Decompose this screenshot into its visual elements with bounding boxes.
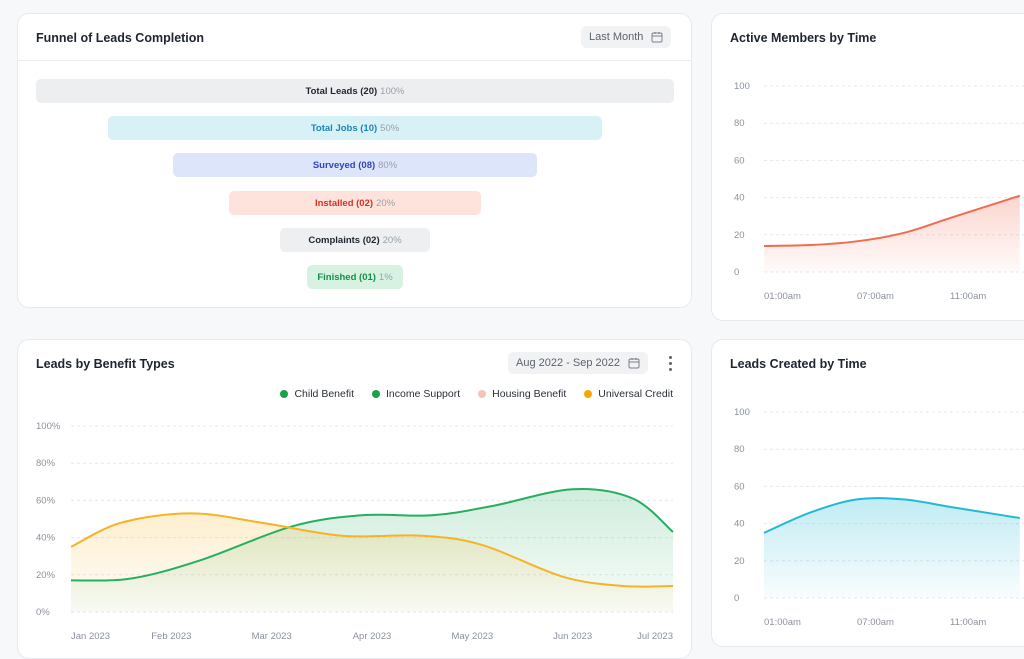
x-tick-label: Mar 2023 xyxy=(252,631,292,642)
funnel-bar-name: Total Leads (20) xyxy=(305,85,378,97)
calendar-icon xyxy=(651,32,663,43)
x-tick-label: May 2023 xyxy=(451,631,493,642)
x-tick-label: Jun 2023 xyxy=(553,631,592,642)
x-tick-label: Feb 2023 xyxy=(151,631,191,642)
legend-dot xyxy=(584,390,593,398)
y-tick-label: 60 xyxy=(734,155,745,166)
funnel-bar-pct: 20% xyxy=(382,234,402,246)
y-tick-label: 20 xyxy=(734,230,745,241)
funnel-bar-pct: 80% xyxy=(378,159,398,171)
y-tick-label: 0 xyxy=(734,593,739,604)
y-tick-label: 40 xyxy=(734,193,745,204)
y-tick-label: 80% xyxy=(36,458,56,469)
y-tick-label: 20% xyxy=(36,570,56,581)
legend-dot xyxy=(478,390,487,398)
y-tick-label: 60 xyxy=(734,481,745,492)
leads-created-title: Leads Created by Time xyxy=(730,357,867,371)
leads-benefit-date-filter-label: Aug 2022 - Sep 2022 xyxy=(516,357,620,369)
funnel-bar-name: Total Jobs (10) xyxy=(310,122,378,134)
x-tick-label: 07:00am xyxy=(857,291,894,302)
x-tick-label: 11:00am xyxy=(950,291,986,302)
funnel-date-filter-label: Last Month xyxy=(589,31,644,43)
funnel-bar-name: Complaints (02) xyxy=(308,234,380,246)
funnel-bar-total-leads[interactable]: Total Leads (20) 100% xyxy=(36,79,674,103)
series-line xyxy=(763,194,1021,247)
x-tick-label: 11:00am xyxy=(950,617,986,628)
funnel-card: Funnel of Leads Completion Last Month To… xyxy=(17,13,692,308)
legend-label: Income Support xyxy=(386,388,461,400)
legend-label: Housing Benefit xyxy=(492,388,567,400)
legend-item-housing-benefit[interactable]: Housing Benefit xyxy=(478,388,566,400)
y-tick-label: 100 xyxy=(734,407,750,418)
y-tick-label: 100 xyxy=(734,81,750,92)
legend-item-universal-credit[interactable]: Universal Credit xyxy=(584,388,673,400)
y-tick-label: 60% xyxy=(36,495,56,506)
y-tick-label: 100% xyxy=(36,421,61,432)
legend-label: Universal Credit xyxy=(598,388,673,400)
calendar-icon xyxy=(628,358,640,369)
leads-benefit-date-filter[interactable]: Aug 2022 - Sep 2022 xyxy=(508,352,648,374)
funnel-bar-total-jobs[interactable]: Total Jobs (10) 50% xyxy=(108,116,602,140)
funnel-bar-installed[interactable]: Installed (02) 20% xyxy=(229,191,481,215)
funnel-bar-pct: 1% xyxy=(378,271,393,283)
x-tick-label: 01:00am xyxy=(764,617,801,628)
funnel-bar-surveyed[interactable]: Surveyed (08) 80% xyxy=(173,153,537,177)
funnel-bar-finished[interactable]: Finished (01) 1% xyxy=(307,265,403,289)
funnel-bar-pct: 20% xyxy=(376,197,396,209)
leads-created-card: Leads Created by Time 100 80 60 40 20 0 01:00a… xyxy=(711,339,1024,647)
funnel-title: Funnel of Leads Completion xyxy=(36,31,205,45)
legend-item-income-support[interactable]: Income Support xyxy=(372,388,460,400)
active-members-card: Active Members by Time 100 80 60 40 20 0 01:00… xyxy=(711,13,1024,321)
x-tick-label: Apr 2023 xyxy=(353,631,392,642)
active-members-chart: 100 80 60 40 20 0 01:00am 07:00am 11:00am xyxy=(734,81,1024,302)
area-fill xyxy=(71,513,673,612)
leads-benefit-card: Leads by Benefit Types Aug 2022 - Sep 20… xyxy=(17,339,692,659)
legend-dot xyxy=(372,390,381,398)
y-tick-label: 40% xyxy=(36,533,56,544)
funnel-bar-pct: 100% xyxy=(380,85,405,97)
legend-dot xyxy=(280,390,289,398)
leads-benefit-chart: 100% 80% 60% 40% 20% 0% Jan 2023 Feb 2023 Mar 20… xyxy=(36,421,674,642)
y-tick-label: 80 xyxy=(734,118,745,129)
y-tick-label: 80 xyxy=(734,444,745,455)
y-tick-label: 0% xyxy=(36,607,50,618)
more-options-icon[interactable] xyxy=(669,356,673,371)
funnel-divider xyxy=(18,60,691,61)
series-line xyxy=(763,497,1020,534)
y-tick-label: 20 xyxy=(734,556,745,567)
area-fill xyxy=(764,498,1020,598)
active-members-title: Active Members by Time xyxy=(730,31,877,45)
leads-benefit-legend: Child Benefit Income Support Housing Ben… xyxy=(280,388,673,400)
funnel-bar-name: Finished (01) xyxy=(317,271,376,283)
area-fill xyxy=(764,195,1020,272)
funnel-bar-pct: 50% xyxy=(380,122,400,134)
x-tick-label: Jul 2023 xyxy=(637,631,673,642)
legend-label: Child Benefit xyxy=(294,388,355,400)
funnel-bar-complaints[interactable]: Complaints (02) 20% xyxy=(280,228,430,252)
y-tick-label: 0 xyxy=(734,267,739,278)
y-tick-label: 40 xyxy=(734,519,745,530)
funnel-bar-name: Installed (02) xyxy=(314,197,374,209)
x-tick-label: 01:00am xyxy=(764,291,801,302)
x-tick-label: 07:00am xyxy=(857,617,894,628)
legend-item-child-benefit[interactable]: Child Benefit xyxy=(280,388,354,400)
series-line xyxy=(70,487,674,582)
funnel-date-filter[interactable]: Last Month xyxy=(581,26,672,48)
leads-created-chart: 100 80 60 40 20 0 01:00am 07:00am 11:00am xyxy=(734,407,1024,628)
series-line xyxy=(70,512,674,588)
x-tick-label: Jan 2023 xyxy=(71,631,110,642)
leads-benefit-title: Leads by Benefit Types xyxy=(36,357,175,371)
funnel-bar-name: Surveyed (08) xyxy=(312,159,376,171)
